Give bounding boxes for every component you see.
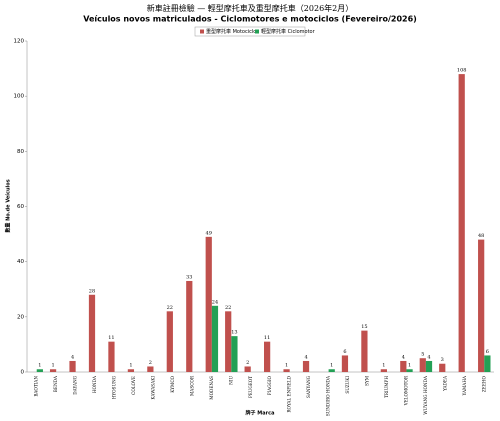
value-label: 1	[129, 363, 132, 369]
bar	[484, 355, 491, 372]
bar	[478, 239, 485, 372]
value-label: 1	[285, 363, 288, 369]
value-label: 33	[186, 274, 192, 280]
x-tick-label: SUZUKI	[345, 376, 350, 394]
x-tick-label: MASCOR	[189, 375, 194, 396]
x-tick-label: KAWASAKI	[150, 376, 155, 400]
x-tick-label: YAMAHA	[462, 375, 467, 396]
bar	[88, 294, 96, 372]
x-tick-label: VELOMOTOR	[403, 375, 408, 406]
value-label: 1	[382, 363, 385, 369]
bar	[406, 369, 413, 372]
chart-title: 新車註冊檢驗 — 輕型摩托車及重型摩托車（2026年2月）	[147, 3, 354, 13]
bar	[419, 358, 426, 372]
x-tick-label: ROYAL ENFIELD	[287, 375, 292, 412]
x-axis-label: 牌子 Marca	[246, 410, 275, 417]
x-tick-label: NIU	[228, 376, 233, 385]
x-tick-label: PIAGGIO	[267, 375, 272, 395]
x-tick-label: KYMCO	[170, 375, 175, 392]
bar	[127, 369, 135, 372]
legend-swatch	[255, 29, 259, 34]
bar	[108, 341, 115, 372]
y-tick-label: 100	[14, 94, 25, 100]
x-tick-label: COLOVE	[131, 376, 136, 395]
x-tick-label: SUNDIRO HONDA	[326, 375, 331, 416]
x-tick-label: PEUGEOT	[248, 376, 253, 398]
bar	[302, 360, 310, 372]
x-tick-label: HYOSUNG	[112, 375, 117, 399]
value-label: 15	[361, 324, 367, 330]
bar	[361, 330, 368, 372]
bar	[341, 355, 349, 372]
x-tick-label: YADEA	[442, 375, 447, 392]
value-label: 28	[89, 288, 95, 294]
x-tick-label: SYM	[365, 375, 370, 386]
value-label: 4	[304, 354, 307, 360]
bar	[49, 369, 57, 372]
value-label: 4	[427, 354, 430, 360]
value-label: 4	[402, 354, 405, 360]
value-label: 1	[330, 363, 333, 369]
value-label: 48	[478, 233, 484, 239]
chart-subtitle: Veículos novos matriculados - Ciclomotor…	[83, 15, 417, 24]
value-label: 6	[343, 349, 346, 355]
value-label: 6	[486, 349, 489, 355]
bar	[36, 369, 43, 372]
bar	[211, 305, 219, 372]
legend-swatch	[200, 29, 204, 34]
y-tick-label: 60	[17, 204, 24, 210]
value-label: 1	[38, 363, 41, 369]
value-label: 22	[225, 305, 231, 311]
value-label: 49	[206, 230, 212, 236]
value-label: 2	[246, 360, 249, 366]
value-label: 13	[231, 330, 237, 336]
bar	[186, 280, 193, 372]
bar	[205, 236, 212, 372]
y-tick-label: 80	[17, 149, 24, 155]
bar	[69, 360, 76, 372]
x-tick-label: BENDA	[53, 375, 58, 392]
bar	[439, 363, 446, 372]
bar	[458, 74, 465, 372]
value-label: 3	[441, 357, 444, 363]
y-tick-label: 120	[14, 39, 25, 45]
y-tick-label: 0	[21, 370, 25, 376]
bar	[283, 369, 290, 372]
value-label: 1	[408, 363, 411, 369]
bar	[425, 360, 433, 372]
x-tick-label: TRIUMPH	[384, 376, 389, 398]
value-label: 108	[457, 68, 467, 74]
value-label: 24	[212, 299, 218, 305]
value-label: 11	[108, 335, 114, 341]
x-tick-label: ZEEHO	[481, 375, 486, 392]
bar	[328, 369, 335, 372]
value-label: 2	[149, 360, 152, 366]
value-label: 5	[421, 352, 424, 358]
bar	[264, 341, 271, 372]
x-tick-label: SANYANG	[306, 375, 311, 398]
bar	[244, 366, 251, 372]
y-tick-label: 20	[17, 314, 24, 320]
value-label: 4	[71, 354, 74, 360]
bar	[380, 369, 387, 372]
legend-label: 輕型摩托車 Ciclomotor	[261, 28, 316, 35]
bar	[231, 336, 238, 372]
x-tick-label: DAYANG	[73, 375, 78, 394]
bar	[400, 360, 407, 372]
x-tick-label: BAOTIAN	[34, 376, 39, 397]
legend-label: 重型摩托車 Motociclo	[206, 28, 256, 35]
bar	[225, 311, 232, 372]
value-label: 1	[51, 363, 54, 369]
value-label: 11	[264, 335, 270, 341]
bar	[166, 311, 173, 372]
y-tick-label: 40	[17, 259, 24, 265]
x-tick-label: HONDA	[92, 375, 97, 393]
value-label: 22	[167, 305, 173, 311]
legend-box	[194, 26, 306, 37]
x-tick-label: MODENAS	[209, 376, 214, 400]
x-tick-label: WUYANG HONDA	[423, 375, 428, 415]
y-axis-label: 數量 No.de Veículos	[5, 179, 12, 232]
bar	[147, 366, 154, 372]
